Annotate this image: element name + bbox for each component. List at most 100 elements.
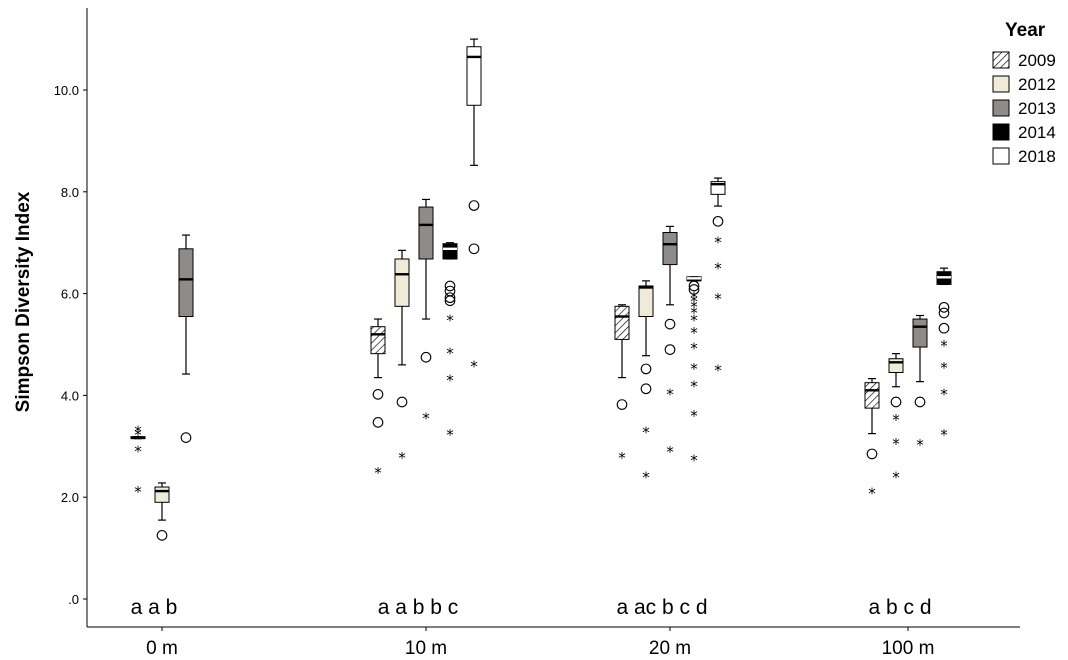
box-body: [912, 318, 928, 348]
extreme-point: *: [446, 312, 454, 330]
extreme-point: *: [714, 290, 722, 308]
outlier-point: [938, 322, 950, 334]
box-body: [178, 248, 194, 318]
box-body: [614, 305, 630, 340]
extreme-point: *: [892, 468, 900, 486]
box-body: [418, 206, 434, 260]
outlier-point: [640, 383, 652, 395]
box-10m-2018: *: [466, 38, 482, 375]
box-20m-2018: * * * *: [710, 177, 726, 379]
outlier-point: [372, 389, 384, 400]
extreme-point: *: [714, 361, 722, 379]
box-10m-2013: *: [418, 198, 434, 428]
box-body: [466, 46, 482, 106]
legend-item-2014: 2014: [992, 123, 1056, 142]
outlier-point: [156, 530, 168, 541]
y-tick-label: 6.0: [61, 287, 79, 302]
extreme-point: *: [134, 442, 142, 460]
outlier-point: [420, 351, 432, 363]
legend-swatch: [992, 75, 1010, 93]
extreme-point: *: [690, 312, 698, 330]
legend-item-2018: 2018: [992, 147, 1056, 166]
extreme-point: *: [868, 485, 876, 503]
box-100m-2009: *: [864, 378, 880, 503]
legend-label: 2009: [1018, 51, 1056, 70]
extreme-point: *: [940, 426, 948, 444]
extreme-point: *: [892, 411, 900, 429]
box-10m-2012: *: [394, 249, 410, 467]
box-0m-2012: [154, 482, 170, 541]
box-0m-2009: ****: [130, 422, 146, 501]
extreme-point: *: [690, 340, 698, 358]
extreme-point: *: [690, 293, 698, 311]
outlier-point: [444, 295, 456, 307]
x-category-label: 100 m: [882, 638, 935, 659]
outlier-point: [890, 396, 902, 408]
extreme-point: *: [690, 289, 698, 307]
extreme-point: *: [892, 435, 900, 453]
y-tick-label: 10.0: [54, 83, 79, 98]
box-20m-2013: **: [662, 225, 678, 461]
extreme-point: *: [940, 359, 948, 377]
outlier-point: [372, 417, 384, 428]
outlier-point: [938, 301, 950, 313]
extreme-point: *: [690, 360, 698, 378]
extreme-point: *: [666, 443, 674, 461]
outlier-point: [664, 318, 676, 330]
y-axis-label: Simpson Diversity Index: [13, 191, 34, 412]
extreme-point: *: [714, 260, 722, 278]
extreme-point: *: [422, 410, 430, 428]
outlier-point: [688, 280, 700, 292]
legend-label: 2013: [1018, 99, 1056, 118]
extreme-point: *: [690, 378, 698, 396]
legend-swatch: [992, 123, 1010, 141]
extreme-point: *: [134, 422, 142, 440]
legend-swatch: [992, 147, 1010, 165]
box-100m-2014: * * * *: [936, 267, 952, 444]
outlier-point: [938, 307, 950, 319]
legend-item-2012: 2012: [992, 75, 1056, 94]
extreme-point: *: [398, 449, 406, 467]
box-body: [888, 358, 904, 373]
extreme-point: *: [690, 324, 698, 342]
legend: Year 2009 2012 2013 2014 2018: [992, 20, 1056, 166]
x-category-label: 0 m: [146, 638, 178, 659]
outlier-point: [468, 243, 480, 255]
outlier-point: [664, 344, 676, 355]
y-tick-label: 4.0: [61, 388, 79, 403]
legend-item-2009: 2009: [992, 51, 1056, 70]
box-100m-2013: *: [912, 314, 928, 454]
box-body: [864, 382, 880, 409]
legend-title: Year: [1005, 20, 1046, 41]
legend-label: 2012: [1018, 75, 1056, 94]
box-100m-2012: * * *: [888, 353, 904, 486]
group-letters: a b c d: [868, 596, 931, 619]
outlier-point: [688, 284, 700, 295]
box-10m-2014: * * * *: [442, 242, 458, 444]
outlier-point: [866, 448, 878, 460]
y-tick-label: 8.0: [61, 185, 79, 200]
extreme-point: *: [134, 426, 142, 444]
box-20m-2009: *: [614, 304, 630, 467]
extreme-point: *: [714, 234, 722, 252]
extreme-point: *: [374, 464, 382, 482]
box-0m-2013: [178, 234, 194, 443]
group-letters: a a b b c: [378, 596, 459, 619]
outlier-point: [444, 292, 456, 304]
outlier-point: [914, 396, 926, 408]
outlier-point: [712, 215, 724, 227]
extreme-point: *: [690, 407, 698, 425]
extreme-point: *: [470, 357, 478, 375]
legend-item-2013: 2013: [992, 99, 1056, 118]
y-tick-label: .0: [68, 592, 79, 607]
box-10m-2009: *: [370, 318, 386, 482]
box-body: [442, 243, 458, 260]
legend-label: 2014: [1018, 123, 1056, 142]
extreme-point: *: [446, 372, 454, 390]
box-20m-2012: **: [638, 280, 654, 486]
extreme-point: *: [446, 345, 454, 363]
extreme-point: *: [690, 304, 698, 322]
extreme-point: *: [916, 436, 924, 454]
extreme-point: *: [690, 451, 698, 469]
